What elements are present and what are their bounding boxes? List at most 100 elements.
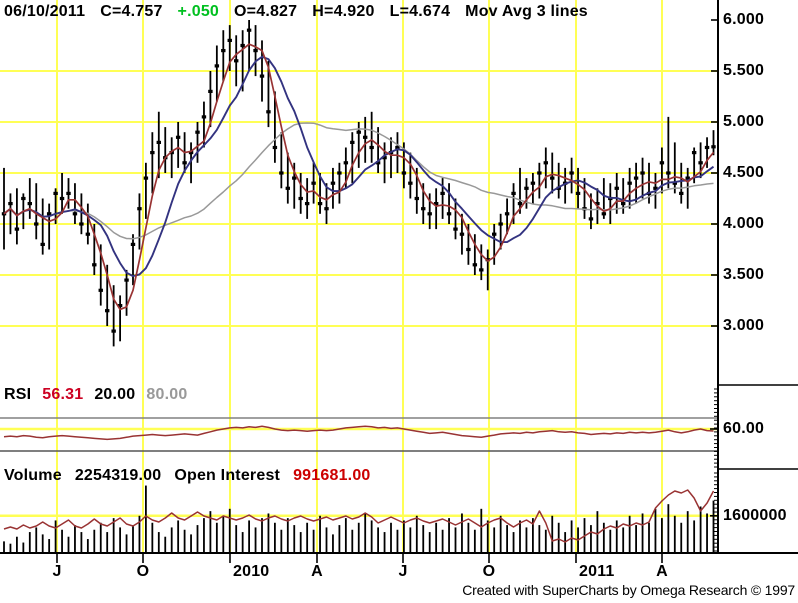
close-tick [595, 202, 600, 206]
close-tick [130, 242, 136, 246]
close-tick [653, 186, 658, 190]
close-tick [633, 176, 639, 180]
close-tick [182, 161, 187, 165]
close-tick [304, 202, 310, 206]
close-tick [711, 145, 716, 149]
rsi-upper-level: 80.00 [146, 386, 188, 403]
close-tick [550, 176, 555, 180]
quote-low: L=4.674 [389, 3, 451, 20]
close-tick [214, 64, 220, 68]
volume-header: Volume 2254319.00 Open Interest 991681.00 [4, 467, 384, 485]
close-tick [588, 217, 594, 221]
close-tick [272, 145, 278, 150]
price-axis-label: 6.000 [723, 11, 765, 28]
close-tick [14, 227, 20, 231]
close-tick [666, 171, 671, 175]
close-tick [537, 171, 542, 175]
close-tick [375, 161, 381, 165]
close-tick [311, 181, 316, 185]
close-tick [53, 191, 58, 195]
quote-open: O=4.827 [234, 3, 298, 20]
close-tick [472, 263, 478, 267]
volume-title: Volume [4, 467, 62, 484]
price-axis-label: 5.000 [723, 113, 765, 130]
close-tick [201, 115, 207, 119]
close-tick [679, 191, 684, 195]
volume-axis-label: 1600000 [723, 506, 787, 524]
price-axis-label: 5.500 [723, 62, 765, 79]
close-tick [395, 145, 400, 150]
close-tick [433, 202, 439, 206]
rsi-lower-level: 20.00 [94, 386, 136, 403]
close-tick [479, 268, 484, 272]
close-tick [156, 140, 161, 144]
close-tick [685, 176, 690, 180]
close-tick [208, 89, 213, 93]
close-tick [124, 278, 129, 282]
close-tick [150, 151, 155, 155]
close-tick [659, 161, 665, 165]
close-tick [85, 232, 91, 236]
close-tick [704, 145, 710, 150]
close-tick [440, 191, 445, 195]
rsi-header: RSI 56.31 20.00 80.00 [4, 386, 198, 404]
close-tick [369, 145, 374, 150]
study-label: Mov Avg 3 lines [465, 3, 588, 20]
x-axis-label: J [52, 563, 62, 580]
close-tick [246, 28, 252, 32]
close-tick [530, 181, 536, 185]
close-tick [504, 212, 510, 216]
close-tick [330, 181, 336, 185]
close-tick [92, 263, 97, 267]
price-axis-label: 4.500 [723, 164, 765, 181]
x-axis-label: A [656, 563, 668, 580]
close-tick [517, 202, 523, 206]
price-header: 06/10/2011 C=4.757 +.050 O=4.827 H=4.920 L=4.… [4, 3, 603, 21]
x-axis-label: 2011 [579, 563, 615, 580]
close-tick [72, 212, 78, 216]
open-interest-line [3, 489, 715, 543]
close-tick [421, 207, 426, 211]
close-tick [569, 171, 574, 175]
close-tick [137, 207, 142, 211]
close-tick [234, 59, 239, 63]
close-tick [98, 288, 103, 292]
quote-change: +.050 [177, 3, 220, 20]
close-tick [169, 151, 174, 155]
price-axis-label: 4.000 [723, 215, 765, 232]
close-tick [253, 49, 258, 53]
close-tick [614, 186, 619, 190]
x-axis-label: J [398, 563, 408, 580]
close-tick [524, 186, 529, 190]
close-tick [240, 43, 245, 48]
open-interest-title: Open Interest [174, 467, 281, 484]
close-tick [324, 207, 329, 211]
close-tick [298, 196, 303, 201]
price-axis-label: 3.500 [723, 266, 765, 283]
close-tick [40, 242, 45, 246]
quote-high: H=4.920 [312, 3, 375, 20]
volume-value: 2254319.00 [74, 467, 162, 484]
rsi-value: 56.31 [42, 386, 84, 403]
close-tick [337, 171, 342, 175]
close-tick [640, 171, 645, 175]
close-tick [621, 202, 626, 206]
close-tick [466, 247, 471, 252]
close-tick [401, 171, 407, 175]
quote-close: C=4.757 [100, 3, 163, 20]
close-tick [446, 212, 452, 216]
close-tick [117, 304, 123, 308]
ma-fast-line [3, 43, 715, 311]
credit-footer: Created with SuperCharts by Omega Resear… [462, 582, 795, 598]
close-tick [627, 181, 632, 185]
close-tick [221, 49, 226, 53]
close-tick [111, 329, 116, 333]
open-interest-value: 991681.00 [293, 467, 371, 484]
close-tick [453, 227, 458, 231]
x-axis-label: 2010 [233, 563, 270, 580]
close-tick [143, 176, 149, 180]
close-tick [575, 191, 581, 195]
rsi-axis-label: 60.00 [723, 420, 765, 437]
close-tick [691, 151, 697, 155]
